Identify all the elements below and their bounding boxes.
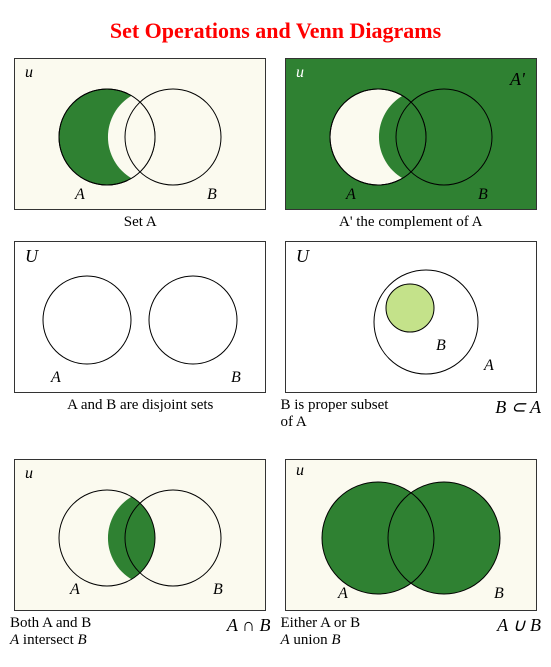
svg-text:u: u: [25, 64, 33, 81]
cell-union: u A B Either A or B A union B A ∪ B: [281, 459, 542, 649]
cell-complement-a: u A' A B A' the complement of A: [281, 58, 542, 231]
venn-set-a: u A B: [14, 58, 266, 210]
venn-disjoint: U A B: [14, 241, 266, 393]
svg-text:A: A: [345, 186, 356, 203]
svg-text:U: U: [25, 246, 39, 266]
caption-subset: B is proper subset of A B ⊂ A: [275, 397, 548, 431]
svg-text:A': A': [509, 69, 526, 89]
cell-disjoint: U A B A and B are disjoint sets: [10, 241, 271, 431]
svg-text:A: A: [483, 357, 494, 374]
svg-text:A: A: [50, 369, 61, 386]
svg-text:A: A: [69, 581, 80, 598]
svg-text:B: B: [436, 337, 446, 354]
diagram-grid: u A B Set A u A' A B A' the complement o…: [10, 58, 541, 649]
caption-complement-a: A' the complement of A: [281, 214, 542, 231]
svg-text:B: B: [231, 369, 241, 386]
caption-set-a: Set A: [10, 214, 271, 231]
svg-text:A: A: [337, 585, 348, 602]
venn-complement-a: u A' A B: [285, 58, 537, 210]
svg-text:u: u: [296, 64, 304, 81]
svg-text:U: U: [296, 246, 310, 266]
caption-intersection: Both A and B A intersect B A ∩ B: [4, 615, 277, 649]
svg-text:u: u: [25, 465, 33, 482]
venn-intersection: u A B: [14, 459, 266, 611]
caption-union: Either A or B A union B A ∪ B: [275, 615, 548, 649]
venn-union: u A B: [285, 459, 537, 611]
svg-text:B: B: [207, 186, 217, 203]
venn-subset: U B A: [285, 241, 537, 393]
page-title: Set Operations and Venn Diagrams: [10, 18, 541, 44]
svg-text:B: B: [494, 585, 504, 602]
svg-text:A: A: [74, 186, 85, 203]
svg-text:B: B: [478, 186, 488, 203]
cell-subset: U B A B is proper subset of A B ⊂ A: [281, 241, 542, 431]
cell-set-a: u A B Set A: [10, 58, 271, 231]
svg-text:u: u: [296, 462, 304, 479]
svg-text:B: B: [213, 581, 223, 598]
cell-intersection: u A B Both A and B A intersect B A ∩ B: [10, 459, 271, 649]
caption-disjoint: A and B are disjoint sets: [10, 397, 271, 414]
